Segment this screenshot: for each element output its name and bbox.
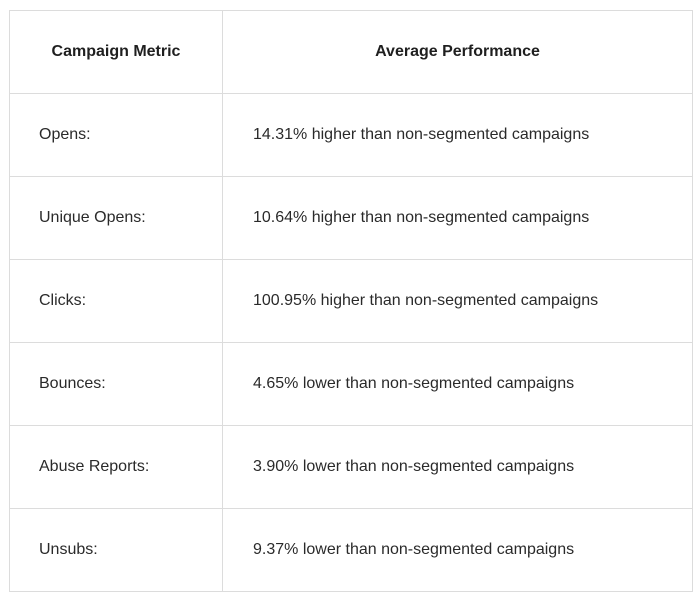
- table-row: Opens: 14.31% higher than non-segmented …: [9, 93, 693, 177]
- performance-cell: 10.64% higher than non-segmented campaig…: [222, 176, 693, 260]
- table-row: Bounces: 4.65% lower than non-segmented …: [9, 342, 693, 426]
- header-average-performance: Average Performance: [222, 10, 693, 94]
- performance-cell: 100.95% higher than non-segmented campai…: [222, 259, 693, 343]
- campaign-performance-table: Campaign Metric Average Performance Open…: [9, 10, 693, 592]
- table-row: Unique Opens: 10.64% higher than non-seg…: [9, 176, 693, 260]
- metric-cell: Unsubs:: [9, 508, 223, 592]
- table-row: Abuse Reports: 3.90% lower than non-segm…: [9, 425, 693, 509]
- performance-cell: 4.65% lower than non-segmented campaigns: [222, 342, 693, 426]
- metric-cell: Unique Opens:: [9, 176, 223, 260]
- table-row: Clicks: 100.95% higher than non-segmente…: [9, 259, 693, 343]
- table-row: Unsubs: 9.37% lower than non-segmented c…: [9, 508, 693, 592]
- metric-cell: Opens:: [9, 93, 223, 177]
- performance-cell: 14.31% higher than non-segmented campaig…: [222, 93, 693, 177]
- metric-cell: Abuse Reports:: [9, 425, 223, 509]
- metric-cell: Clicks:: [9, 259, 223, 343]
- performance-cell: 9.37% lower than non-segmented campaigns: [222, 508, 693, 592]
- campaign-performance-table-container: Campaign Metric Average Performance Open…: [9, 10, 693, 592]
- table-header-row: Campaign Metric Average Performance: [9, 10, 693, 94]
- metric-cell: Bounces:: [9, 342, 223, 426]
- header-campaign-metric: Campaign Metric: [9, 10, 223, 94]
- performance-cell: 3.90% lower than non-segmented campaigns: [222, 425, 693, 509]
